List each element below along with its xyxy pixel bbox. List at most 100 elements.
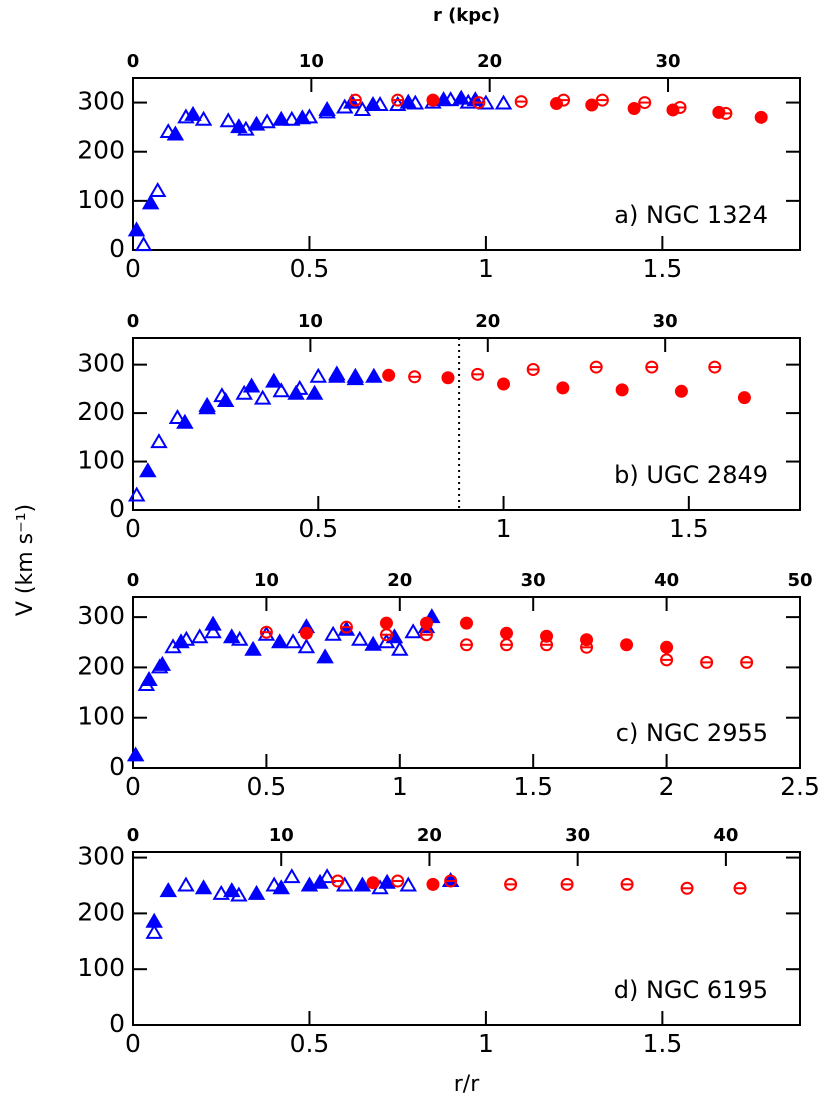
x2-tick-label: 30 <box>521 570 546 591</box>
triangle-point <box>353 876 372 892</box>
triangle-point <box>494 94 513 110</box>
triangle-point <box>365 367 383 383</box>
x2-tick-label: 0 <box>127 51 140 72</box>
triangle-point <box>257 625 276 641</box>
x2-tick-label: 50 <box>787 570 812 591</box>
x2-tick-label: 40 <box>713 825 738 846</box>
plot-frame <box>132 77 801 251</box>
triangle-point <box>318 868 336 884</box>
triangle-point <box>265 372 283 388</box>
triangle-point <box>139 462 157 478</box>
triangle-point <box>204 615 222 631</box>
y-tick-label: 100 <box>77 446 125 475</box>
triangle-point <box>212 884 230 900</box>
x2-tick-label: 10 <box>298 311 323 332</box>
y-tick-label: 200 <box>77 397 125 426</box>
circle-point <box>712 105 726 119</box>
x2-tick-label: 20 <box>387 570 412 591</box>
y-tick-label: 300 <box>77 601 125 630</box>
panel-label: c) NGC 2955 <box>616 719 768 747</box>
y-tick-label: 300 <box>77 842 125 871</box>
triangle-point <box>223 882 241 898</box>
triangle-point <box>283 110 301 126</box>
y-tick-label: 100 <box>77 953 125 982</box>
triangle-point <box>346 370 365 386</box>
triangle-point <box>190 628 209 644</box>
triangle-point <box>247 884 266 900</box>
x-tick-label: 0 <box>125 1029 141 1058</box>
triangle-point <box>385 628 404 644</box>
triangle-point <box>343 93 361 109</box>
circle-point <box>540 629 554 643</box>
triangle-point <box>309 367 328 383</box>
circle-point <box>585 98 599 112</box>
triangle-point <box>145 923 163 939</box>
x2-tick-label: 0 <box>127 311 140 332</box>
triangle-point <box>204 623 222 639</box>
x2-tick-label: 40 <box>654 570 679 591</box>
triangle-point <box>145 912 163 928</box>
x-tick-label: 1 <box>496 514 512 543</box>
circle-point <box>737 391 751 405</box>
x-tick-label: 1.5 <box>642 254 682 283</box>
triangle-point <box>287 384 305 400</box>
triangle-point <box>168 408 187 424</box>
y-tick-label: 300 <box>77 349 125 378</box>
triangle-point <box>272 110 290 126</box>
x2-tick-label: 20 <box>475 311 500 332</box>
triangle-point <box>293 109 312 125</box>
triangle-point <box>297 638 316 654</box>
triangle-point <box>247 115 266 131</box>
triangle-point <box>270 633 289 649</box>
x2-tick-label: 10 <box>254 570 279 591</box>
circle-point <box>379 616 393 630</box>
triangle-point <box>434 91 453 107</box>
circle-point <box>497 377 511 391</box>
triangle-point <box>399 93 418 109</box>
circle-point <box>299 626 313 640</box>
circle-point <box>382 368 396 382</box>
x-tick-label: 0.5 <box>298 514 338 543</box>
x2-tick-label: 20 <box>477 51 502 72</box>
triangle-point <box>378 873 396 889</box>
circle-point <box>754 110 768 124</box>
x-tick-label: 2.5 <box>780 772 820 801</box>
triangle-point <box>219 112 238 128</box>
triangle-point <box>328 367 346 383</box>
triangle-point <box>216 392 235 407</box>
y-tick-label: 0 <box>109 494 125 523</box>
triangle-point <box>184 105 202 121</box>
triangle-point <box>198 399 216 415</box>
triangle-point <box>316 648 334 664</box>
x-tick-label: 0 <box>125 514 141 543</box>
circle-point <box>674 384 688 398</box>
x-tick-label: 1 <box>478 254 494 283</box>
triangle-point <box>222 628 241 644</box>
y-tick-label: 0 <box>109 1009 125 1038</box>
y-tick-label: 200 <box>77 897 125 926</box>
triangle-point <box>126 746 145 762</box>
circle-point <box>620 638 634 652</box>
x-tick-label: 2 <box>659 772 675 801</box>
circle-point <box>426 93 440 107</box>
triangle-point <box>265 876 283 892</box>
circle-point <box>419 616 433 630</box>
triangle-point <box>127 486 146 502</box>
triangle-point <box>283 868 301 884</box>
triangle-point <box>284 633 302 649</box>
triangle-point <box>399 876 418 892</box>
circle-point <box>500 626 514 640</box>
y-tick-label: 300 <box>77 87 125 116</box>
panel-label: b) UGC 2849 <box>614 461 768 489</box>
triangle-point <box>272 879 290 895</box>
triangle-point <box>127 221 146 237</box>
triangle-point <box>452 89 470 105</box>
triangle-point <box>159 882 178 898</box>
x-tick-label: 0.5 <box>290 254 330 283</box>
x-tick-label: 1 <box>392 772 408 801</box>
triangle-point <box>148 182 167 198</box>
